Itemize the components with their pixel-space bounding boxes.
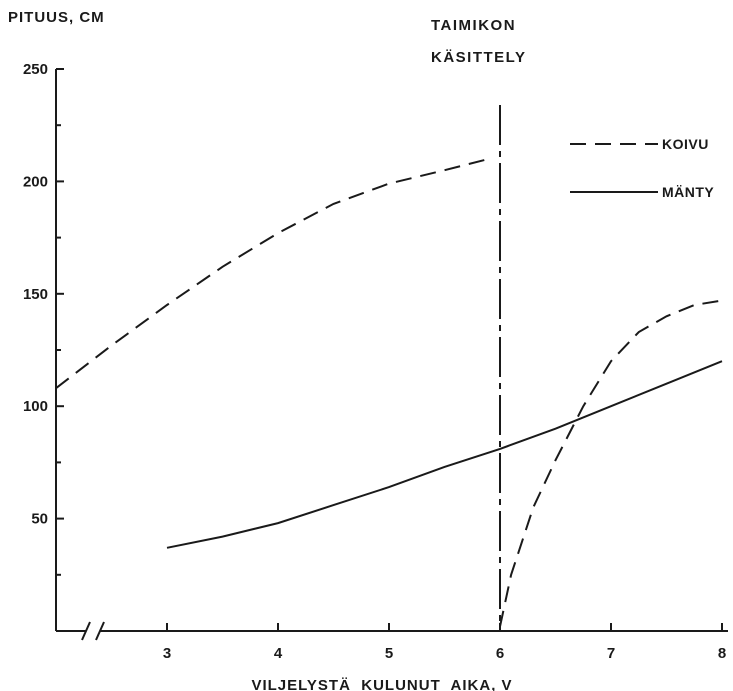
series-layer [55,157,723,627]
annotation-label: TAIMIKON [431,17,516,34]
series-line-koivu [55,157,490,389]
x-axis-break-mark [95,621,105,641]
x-tick-label: 7 [607,645,615,662]
x-tick-label: 3 [163,645,171,662]
x-tick-label: 5 [385,645,393,662]
x-tick-label: 6 [496,645,504,662]
series-line-mnty [166,360,723,549]
x-axis: 3 4 5 6 7 8 [56,621,728,662]
y-tick-label: 250 [23,61,48,78]
x-tick-label: 4 [274,645,283,662]
treatment-annotation: TAIMIKON KÄSITTELY [431,17,526,631]
y-tick-label: 150 [23,286,48,303]
y-tick-label: 50 [31,511,48,528]
series-line-koivu [499,299,723,627]
annotation-label: KÄSITTELY [431,49,526,66]
x-axis-title: VILJELYSTÄ KULUNUT AIKA, V [251,677,512,691]
y-axis-title: PITUUS, CM [8,9,105,26]
y-tick-label: 100 [23,398,48,415]
legend-label: MÄNTY [662,184,714,200]
x-tick-label: 8 [718,645,726,662]
x-axis-break-mark [81,621,91,641]
y-axis: 50 100 150 200 250 [23,61,64,631]
legend-label: KOIVU [662,136,709,152]
y-tick-label: 200 [23,173,48,190]
legend: KOIVU MÄNTY [570,136,714,200]
